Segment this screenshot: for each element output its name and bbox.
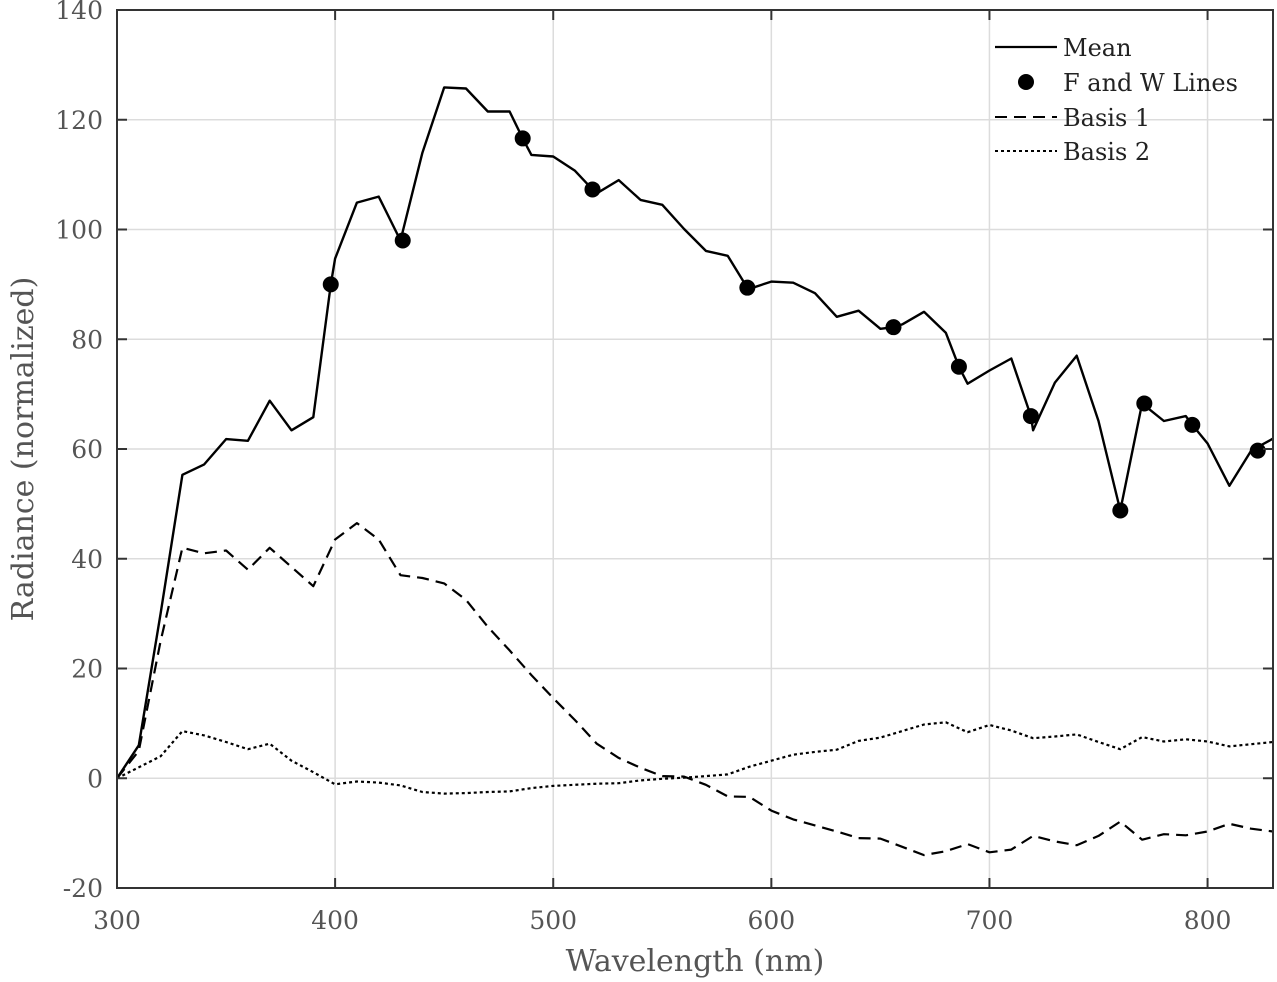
tick-labels: 300 400 500 600 700 800 -20 0 20 40 60 80 100 120 140 [55, 0, 1231, 935]
x-axis-label: Wavelength (nm) [566, 944, 825, 979]
data-point-f-and-w-lines [1112, 502, 1129, 519]
x-tick-label: 600 [747, 906, 795, 935]
data-point-f-and-w-lines [1022, 408, 1039, 425]
legend-label-f-and-w-lines: F and W Lines [1063, 69, 1238, 97]
data-point-f-and-w-lines [950, 358, 967, 375]
data-point-f-and-w-lines [1184, 416, 1201, 433]
y-tick-label: 80 [71, 325, 103, 354]
series-line-basis-2 [116, 721, 1274, 795]
y-axis-label: Radiance (normalized) [6, 277, 41, 622]
data-point-f-and-w-lines [1249, 442, 1266, 459]
y-tick-label: 120 [55, 106, 103, 135]
data-point-f-and-w-lines [514, 130, 531, 147]
series-line-mean [115, 86, 1274, 779]
y-tick-label: 40 [71, 545, 103, 574]
x-tick-label: 400 [311, 906, 359, 935]
legend: Mean F and W Lines Basis 1 Basis 2 [995, 34, 1238, 166]
legend-label-basis-1: Basis 1 [1063, 104, 1150, 132]
series-layer [115, 86, 1274, 857]
legend-label-basis-2: Basis 2 [1063, 138, 1150, 166]
y-tick-label: 20 [71, 655, 103, 684]
grid [116, 9, 1273, 889]
tick-marks [116, 9, 1273, 889]
series-line-basis-1 [116, 521, 1274, 857]
y-tick-label: 0 [87, 764, 103, 793]
y-tick-label: 60 [71, 435, 103, 464]
data-point-f-and-w-lines [739, 279, 756, 296]
y-tick-label: -20 [63, 874, 103, 903]
data-point-f-and-w-lines [584, 181, 601, 198]
x-tick-label: 700 [966, 906, 1014, 935]
x-tick-label: 500 [529, 906, 577, 935]
data-point-f-and-w-lines [322, 276, 339, 293]
legend-swatch-f-and-w-lines [1018, 74, 1034, 90]
x-tick-label: 800 [1184, 906, 1232, 935]
y-tick-label: 140 [55, 0, 103, 25]
x-tick-label: 300 [93, 906, 141, 935]
data-point-f-and-w-lines [394, 232, 411, 249]
data-point-f-and-w-lines [885, 319, 902, 336]
data-point-f-and-w-lines [1136, 395, 1153, 412]
y-tick-label: 100 [55, 216, 103, 245]
legend-label-mean: Mean [1063, 34, 1132, 62]
